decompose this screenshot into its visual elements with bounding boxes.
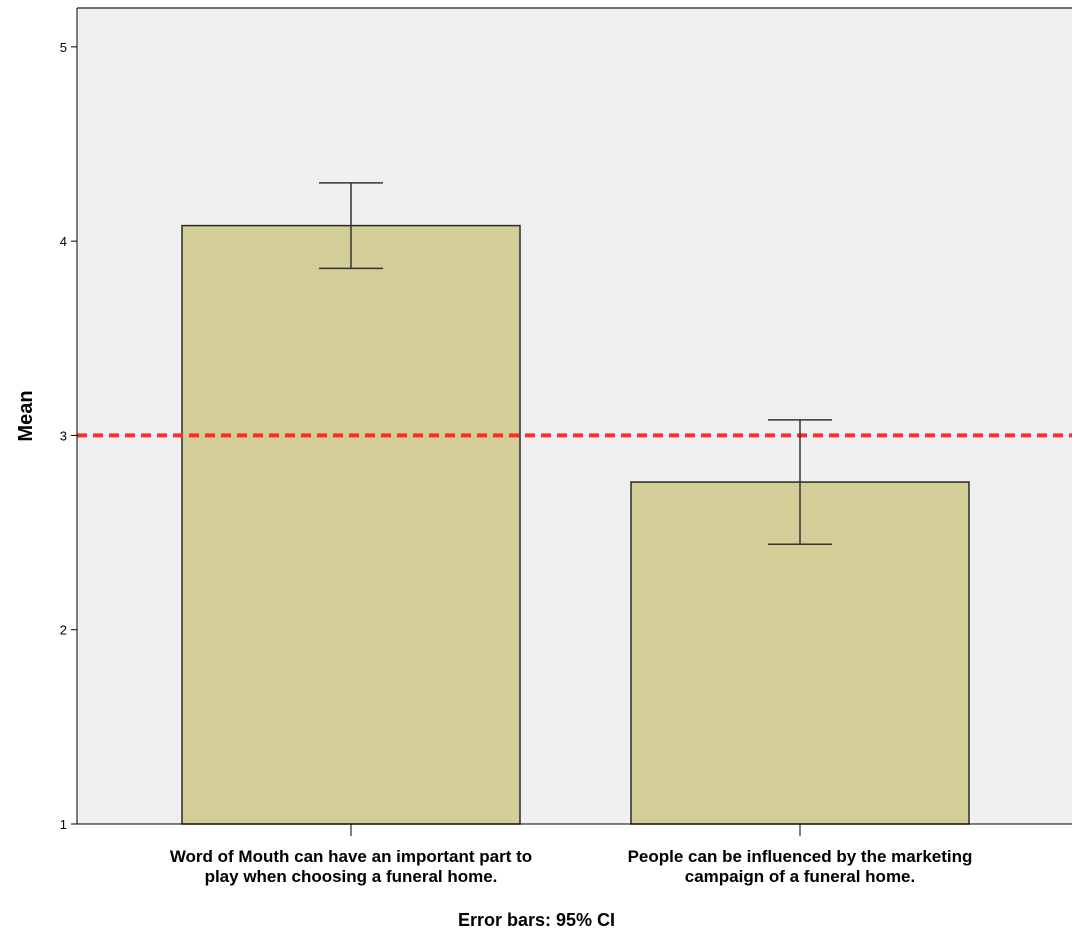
category-labels: Word of Mouth can have an important part… [170,847,973,886]
x-category-label: People can be influenced by the marketin… [628,847,973,886]
axes [76,7,1072,836]
y-axis-ticks: 1 2 3 4 5 [60,40,77,832]
y-tick-label: 1 [60,817,67,832]
error-bars-footnote: Error bars: 95% CI [458,910,615,930]
y-axis-title: Mean [15,390,37,441]
error-bars [319,182,832,545]
y-tick-label: 3 [60,428,67,443]
y-tick-label: 4 [60,234,67,249]
y-tick-label: 5 [60,40,67,55]
x-category-label: Word of Mouth can have an important part… [170,847,532,886]
y-tick-label: 2 [60,623,67,638]
bar [181,224,521,825]
